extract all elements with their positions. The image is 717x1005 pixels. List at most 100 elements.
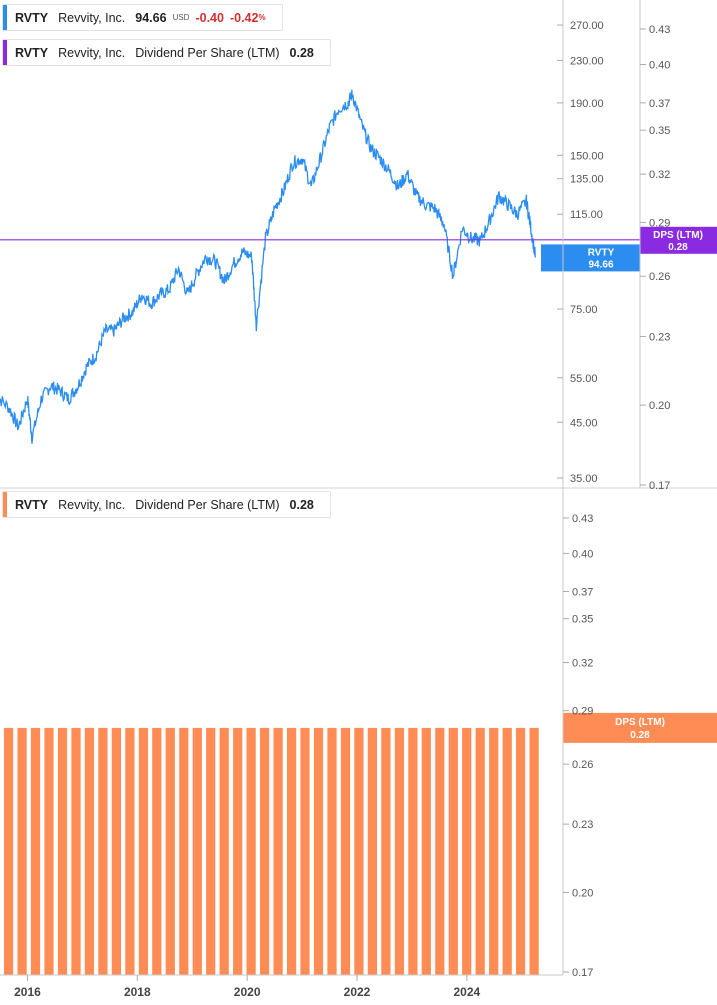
legend-ticker: RVTY (15, 10, 49, 25)
dps-bar (44, 727, 54, 975)
bar-y-tick-label: 0.20 (572, 887, 593, 899)
dps-top-swatch (3, 40, 7, 65)
price-tag (541, 244, 640, 272)
bar-y-tick-label: 0.37 (572, 587, 593, 599)
price-tick-label: 270.00 (570, 20, 604, 32)
dps-bar (260, 727, 270, 975)
price-tick-label: 115.00 (570, 209, 603, 221)
dps-legend-top[interactable]: RVTY Revvity, Inc. Dividend Per Share (L… (2, 39, 331, 66)
dps-bar (57, 727, 68, 975)
bar-y-tick-label: 0.32 (572, 658, 593, 670)
price-tick-label: 45.00 (570, 417, 598, 429)
dps-tick-label: 0.37 (649, 98, 670, 110)
dps-bar (125, 727, 135, 975)
dps-bar (408, 727, 418, 975)
bar-y-tick-label: 0.35 (572, 614, 593, 626)
dps-bar (529, 727, 539, 975)
x-tick-label: 2018 (124, 985, 151, 999)
dps-bar (421, 727, 431, 975)
price-tick-label: 75.00 (570, 304, 598, 316)
legend-ticker: RVTY (15, 497, 49, 512)
dps-bar (179, 727, 189, 975)
bar-y-tick-label: 0.29 (572, 706, 593, 718)
dps-bar (516, 727, 526, 975)
dps-bar (246, 727, 256, 975)
dps-tick-label: 0.26 (649, 271, 670, 283)
dps-bar (354, 727, 364, 975)
dps-bar (489, 727, 499, 975)
legend-metric: Dividend Per Share (LTM) (135, 45, 280, 60)
dps-tick-label: 0.29 (649, 218, 670, 230)
dps-tag-bottom (563, 712, 717, 743)
price-series-line (0, 89, 536, 444)
dps-bar (4, 727, 14, 975)
x-tick-label: 2016 (14, 985, 41, 999)
dps-bar (273, 727, 283, 975)
legend-value: 0.28 (289, 497, 314, 512)
dps-bar (17, 727, 27, 975)
dps-bar (165, 727, 175, 975)
dps-bar (435, 727, 445, 975)
legend-metric: Dividend Per Share (LTM) (135, 497, 280, 512)
dps-tag-top (640, 226, 717, 254)
price-swatch (3, 5, 7, 30)
legend-pct-sign: % (258, 13, 266, 22)
dps-bar (287, 727, 297, 975)
dps-bar (71, 727, 81, 975)
dps-bar (367, 727, 377, 975)
dps-bar (84, 727, 94, 975)
dps-tag-top-value: 0.28 (668, 242, 688, 253)
dps-bar (448, 727, 458, 975)
price-tag-value: 94.66 (588, 259, 613, 270)
dps-bar (475, 727, 485, 975)
dps-bar (192, 727, 202, 975)
dps-bar (327, 727, 337, 975)
legend-company-name: Revvity, Inc. (58, 45, 126, 60)
dps-bar (394, 727, 404, 975)
bar-y-tick-label: 0.23 (572, 819, 593, 831)
dps-bar (300, 727, 310, 975)
legend-value: 0.28 (289, 45, 314, 60)
price-tick-label: 150.00 (570, 150, 604, 162)
price-tick-label: 135.00 (570, 174, 604, 186)
dps-bar (462, 727, 472, 975)
dps-tick-label: 0.40 (649, 60, 670, 72)
dps-bar-panel: DPS (LTM) 0.28 (4, 712, 717, 975)
legend-company-name: Revvity, Inc. (58, 497, 126, 512)
price-tick-label: 230.00 (570, 56, 604, 68)
legend-change: -0.40 (195, 10, 224, 25)
dps-tag-bottom-label: DPS (LTM) (615, 717, 665, 728)
bar-y-tick-label: 0.17 (572, 967, 593, 979)
dps-legend-bottom[interactable]: RVTY Revvity, Inc. Dividend Per Share (L… (2, 491, 331, 518)
price-tick-label: 55.00 (570, 373, 598, 385)
dps-tag-top-label: DPS (LTM) (653, 230, 703, 241)
dps-bar (111, 727, 121, 975)
dps-tick-label: 0.32 (649, 169, 670, 181)
price-tick-label: 35.00 (570, 473, 598, 485)
x-tick-label: 2020 (234, 985, 261, 999)
x-tick-label: 2022 (344, 985, 371, 999)
dps-bar (98, 727, 108, 975)
dps-tick-label: 0.20 (649, 400, 670, 412)
dps-bar (138, 727, 148, 975)
dps-tick-label: 0.17 (649, 480, 670, 492)
legend-change-pct: -0.42 (229, 10, 259, 25)
dps-tick-label: 0.35 (649, 125, 670, 137)
dps-bar (340, 727, 351, 975)
dps-tag-bottom-value: 0.28 (630, 730, 650, 741)
bar-y-tick-label: 0.40 (572, 548, 593, 560)
dps-tick-label: 0.43 (649, 24, 670, 36)
dps-bar (152, 727, 162, 975)
dps-bar (206, 727, 216, 975)
price-legend[interactable]: RVTY Revvity, Inc. 94.66 USD -0.40 -0.42… (2, 4, 283, 31)
price-tick-label: 190.00 (570, 98, 604, 110)
dps-bar (381, 727, 391, 975)
dps-tick-label: 0.23 (649, 331, 670, 343)
dps-bar (30, 727, 41, 975)
dps-bar (313, 727, 324, 975)
legend-ticker: RVTY (15, 45, 49, 60)
dps-bar (233, 727, 243, 975)
